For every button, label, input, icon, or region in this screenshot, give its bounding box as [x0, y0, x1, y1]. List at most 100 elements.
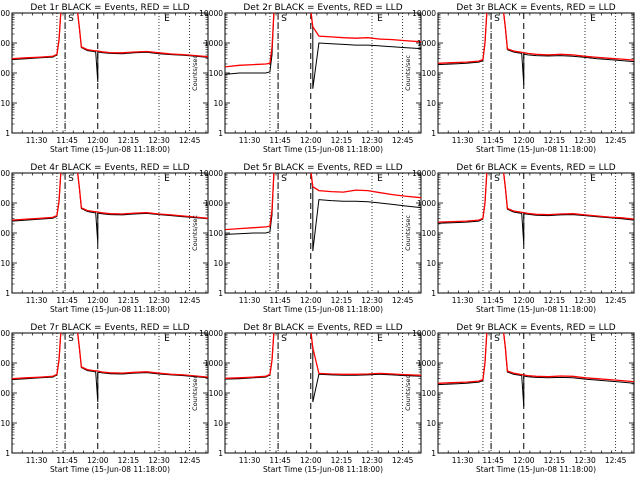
- x-tick-label: 12:30: [148, 296, 170, 305]
- y-tick-label: 10: [426, 419, 436, 428]
- x-tick-label: 12:45: [392, 296, 414, 305]
- y-tick-label: 1000: [417, 199, 436, 208]
- x-tick-label: 12:45: [605, 136, 627, 145]
- x-tick-label: 11:30: [452, 296, 474, 305]
- x-tick-label: 12:15: [544, 136, 566, 145]
- x-tick-label: 12:15: [544, 296, 566, 305]
- y-tick-label: 1: [5, 289, 10, 298]
- lld-series-line: [438, 333, 634, 384]
- marker-s: S: [494, 174, 500, 184]
- events-series-line: [12, 333, 208, 403]
- x-tick-label: 12:30: [148, 456, 170, 465]
- plot-frame: [437, 12, 635, 134]
- x-tick-label: 11:45: [482, 296, 504, 305]
- y-axis-label: Counts/sec: [404, 55, 412, 91]
- y-tick-label: 100: [422, 229, 437, 238]
- y-tick-label: 1: [5, 449, 10, 458]
- y-tick-label: 1: [218, 129, 223, 138]
- panel-9: 1 10 100 1000 10000 11:30 11:45 12:00 12:15 12:30…: [404, 323, 635, 474]
- marker-e: E: [164, 174, 170, 184]
- series-group: [225, 333, 421, 403]
- events-series-line: [225, 333, 421, 403]
- x-tick-label: 12:00: [300, 296, 322, 305]
- x-tick-label: 12:00: [513, 136, 535, 145]
- panel-1: 1 10 100 1000 10000 11:30 11:45 12:00 12:15 12:30…: [0, 3, 209, 154]
- y-axis-label: Counts/sec: [191, 215, 199, 251]
- x-tick-label: 11:45: [56, 136, 78, 145]
- y-tick-label: 1000: [204, 359, 223, 368]
- y-tick-label: 1: [431, 449, 436, 458]
- panel-3: 1 10 100 1000 10000 11:30 11:45 12:00 12:15 12:30…: [404, 3, 635, 154]
- panel-8: 1 10 100 1000 10000 11:30 11:45 12:00 12:15 12:30…: [191, 323, 422, 474]
- x-tick-label: 12:30: [361, 456, 383, 465]
- x-axis-label: Start Time (15-Jun-08 11:18:00): [50, 305, 170, 314]
- panel-title: Det 1r BLACK = Events, RED = LLD: [30, 3, 189, 13]
- y-tick-label: 100: [0, 389, 10, 398]
- x-tick-label: 12:45: [605, 296, 627, 305]
- x-tick-label: 12:00: [513, 296, 535, 305]
- x-tick-label: 12:15: [331, 296, 353, 305]
- plot-frame: [11, 172, 209, 294]
- marker-s: S: [281, 174, 287, 184]
- x-tick-label: 11:45: [56, 456, 78, 465]
- x-tick-label: 12:45: [392, 456, 414, 465]
- marker-s: S: [68, 174, 74, 184]
- x-tick-label: 11:30: [26, 456, 48, 465]
- events-series-line: [12, 13, 208, 83]
- x-tick-label: 11:45: [269, 296, 291, 305]
- x-tick-label: 11:30: [452, 456, 474, 465]
- marker-e: E: [377, 174, 383, 184]
- marker-s: S: [68, 14, 74, 24]
- y-tick-label: 1000: [417, 359, 436, 368]
- y-tick-label: 10000: [199, 9, 223, 18]
- x-axis-label: Start Time (15-Jun-08 11:18:00): [263, 465, 383, 474]
- panel-5: 1 10 100 1000 10000 11:30 11:45 12:00 12:15 12:30…: [191, 163, 422, 314]
- series-group: [438, 173, 634, 245]
- panel-title: Det 5r BLACK = Events, RED = LLD: [243, 163, 402, 173]
- plot-frame: [11, 332, 209, 454]
- x-tick-label: 11:45: [269, 456, 291, 465]
- events-series-line: [12, 173, 208, 244]
- y-tick-label: 10000: [412, 9, 436, 18]
- lld-series-line: [225, 13, 421, 68]
- panel-2: 1 10 100 1000 10000 11:30 11:45 12:00 12:15 12:30…: [191, 3, 422, 154]
- y-tick-label: 100: [0, 229, 10, 238]
- y-tick-label: 10: [213, 419, 223, 428]
- x-tick-label: 12:45: [179, 456, 201, 465]
- x-tick-label: 11:30: [239, 136, 261, 145]
- panel-title: Det 9r BLACK = Events, RED = LLD: [456, 323, 615, 333]
- marker-e: E: [164, 334, 170, 344]
- x-tick-label: 12:15: [118, 456, 140, 465]
- marker-e: E: [590, 14, 596, 24]
- x-tick-label: 12:00: [300, 456, 322, 465]
- x-axis-label: Start Time (15-Jun-08 11:18:00): [476, 305, 596, 314]
- marker-e: E: [164, 14, 170, 24]
- y-tick-label: 10000: [412, 329, 436, 338]
- y-tick-label: 100: [0, 69, 10, 78]
- y-tick-label: 1000: [0, 359, 10, 368]
- y-tick-label: 10: [213, 259, 223, 268]
- events-series-line: [438, 333, 634, 407]
- y-tick-label: 1000: [0, 39, 10, 48]
- panel-title: Det 6r BLACK = Events, RED = LLD: [456, 163, 615, 173]
- x-tick-label: 12:15: [331, 456, 353, 465]
- x-tick-label: 12:30: [574, 136, 596, 145]
- plot-frame: [437, 172, 635, 294]
- y-tick-label: 1000: [204, 199, 223, 208]
- panel-4: 1 10 100 1000 10000 11:30 11:45 12:00 12:15 12:30…: [0, 163, 209, 314]
- panel-title: Det 8r BLACK = Events, RED = LLD: [243, 323, 402, 333]
- y-tick-label: 10: [426, 259, 436, 268]
- panel-6: 1 10 100 1000 10000 11:30 11:45 12:00 12:15 12:30…: [404, 163, 635, 314]
- series-group: [12, 173, 208, 244]
- y-tick-label: 100: [422, 389, 437, 398]
- panel-7: 1 10 100 1000 10000 11:30 11:45 12:00 12:15 12:30…: [0, 323, 209, 474]
- plot-frame: [224, 332, 422, 454]
- y-tick-label: 1: [5, 129, 10, 138]
- x-tick-label: 12:00: [87, 296, 109, 305]
- series-group: [225, 173, 421, 252]
- x-axis-label: Start Time (15-Jun-08 11:18:00): [50, 465, 170, 474]
- x-tick-label: 11:45: [482, 456, 504, 465]
- marker-s: S: [68, 334, 74, 344]
- y-tick-label: 1: [218, 289, 223, 298]
